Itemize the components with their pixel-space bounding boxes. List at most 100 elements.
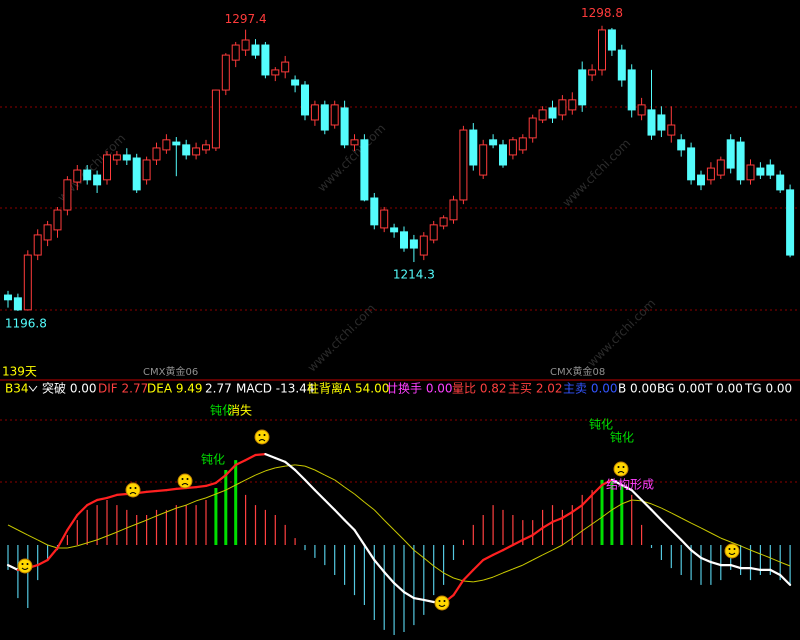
smiley-eye [622, 466, 625, 468]
candle-body [192, 147, 201, 156]
dif-line [670, 528, 683, 542]
smiley-eye [438, 600, 441, 602]
dea-line [770, 557, 781, 563]
dif-line [195, 484, 208, 489]
dif-line [373, 558, 386, 574]
dea-line [562, 537, 573, 546]
contract-label: CMX黄金06 [143, 365, 198, 378]
candle-body [152, 147, 161, 161]
candle-body [469, 129, 478, 166]
dea-line [304, 465, 316, 471]
candle-body [726, 139, 735, 169]
candle-body [330, 104, 339, 126]
dif-line [363, 543, 376, 562]
dif-line [501, 543, 515, 552]
dea-line [492, 572, 504, 578]
dif-line [660, 518, 673, 532]
dif-line [76, 504, 89, 517]
dif-line [590, 483, 604, 496]
dea-line [403, 539, 415, 551]
dea-line [7, 524, 19, 531]
dif-line [105, 493, 119, 499]
indicator-value: MACD -13.44 [236, 382, 314, 396]
smiley-mouth [617, 471, 625, 474]
dea-line [205, 493, 217, 499]
candle-body [687, 147, 696, 181]
dif-line [115, 492, 128, 496]
watermark: www.cfchi.com [315, 121, 389, 195]
candle-body [162, 139, 171, 151]
dea-line [314, 469, 326, 476]
candle-body [350, 139, 359, 146]
dif-line [650, 508, 663, 522]
candle-body [766, 164, 775, 176]
smiley-icon [254, 429, 270, 445]
candle-body [73, 169, 82, 183]
candle-body [301, 84, 309, 116]
indicator-value: DIF 2.77 [98, 382, 148, 396]
smiley-eye [134, 487, 137, 489]
dif-line [511, 538, 524, 547]
candle-body [221, 54, 230, 91]
candle-body [429, 224, 438, 241]
dea-line [532, 554, 543, 561]
candle-body [33, 234, 42, 256]
dea-line [96, 535, 108, 541]
dea-line [690, 522, 702, 529]
smiley-icon [434, 595, 450, 611]
dif-line [680, 538, 693, 552]
dif-line [343, 518, 356, 532]
candle-body [657, 114, 666, 131]
dif-line [204, 481, 217, 487]
dif-line [452, 578, 465, 597]
dif-line [313, 489, 326, 502]
dif-line [95, 496, 109, 502]
dea-line [740, 545, 751, 551]
extreme-price-label: 1298.8 [581, 6, 623, 20]
smiley-icon [125, 482, 141, 498]
candle-body [400, 231, 408, 249]
extreme-price-label: 1214.3 [393, 268, 435, 282]
dea-line [621, 499, 632, 505]
indicator-value: 量比 0.82 [452, 382, 507, 396]
dea-line [413, 549, 425, 559]
dropdown-arrow[interactable] [28, 385, 38, 392]
dif-line [6, 563, 19, 572]
dea-line [87, 539, 98, 544]
dea-line [631, 499, 642, 502]
watermark: www.cfchi.com [305, 301, 379, 375]
indicator-value: 突破 0.00 [42, 381, 97, 396]
dea-line [383, 519, 395, 531]
candle-body [508, 139, 517, 156]
smiley-eye [181, 478, 184, 480]
dea-line [473, 579, 484, 583]
candle-body [756, 167, 765, 176]
dif-line [274, 456, 287, 463]
dif-line [56, 528, 69, 550]
dif-line [531, 526, 544, 537]
dif-line [66, 513, 79, 532]
candle-body [271, 69, 280, 76]
dea-line [780, 561, 791, 567]
smiley-eye [26, 563, 29, 565]
candle-body [380, 209, 389, 229]
indicator-name[interactable]: B34 [5, 382, 29, 396]
candle-body [390, 227, 399, 233]
smiley-eye [443, 600, 446, 602]
indicator-value: T 0.00 [704, 382, 743, 396]
dea-line [106, 531, 118, 537]
dea-line [17, 529, 29, 536]
candle-body [538, 109, 547, 121]
smiley-mouth [181, 483, 189, 486]
dea-line [136, 519, 147, 525]
dea-line [581, 523, 593, 532]
smiley-icon [177, 473, 193, 489]
candle-body [459, 129, 468, 201]
candle-body [736, 141, 745, 181]
dif-line [333, 508, 346, 522]
extreme-price-label: 1196.8 [5, 316, 47, 330]
dif-line [521, 533, 534, 542]
dea-line [483, 576, 494, 581]
candle-body [53, 209, 62, 231]
